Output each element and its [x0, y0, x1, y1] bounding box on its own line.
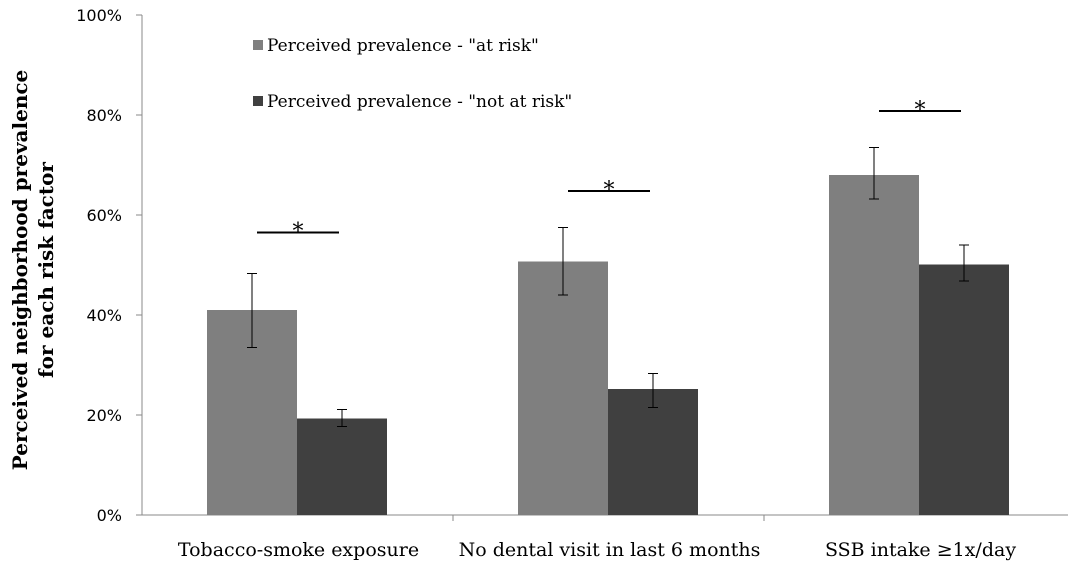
- bar-at-risk: [518, 261, 608, 515]
- bar-not-at-risk: [608, 389, 698, 515]
- y-tick-label: 60%: [86, 206, 122, 225]
- y-tick-label: 100%: [76, 6, 122, 25]
- bar-at-risk: [829, 175, 919, 515]
- legend-label-at-risk: Perceived prevalence - "at risk": [267, 36, 539, 56]
- y-tick-label: 40%: [86, 306, 122, 325]
- x-category-label: Tobacco-smoke exposure: [178, 539, 419, 561]
- legend-swatch-at-risk: [253, 40, 263, 50]
- legend-swatch-not-at-risk: [253, 96, 263, 106]
- significance-marker: *: [604, 178, 615, 203]
- plot-area: 0% 20% 40% 60% 80% 100% * Tobacco-smoke exposur…: [76, 6, 1068, 561]
- x-category-label: SSB intake ≥1x/day: [825, 539, 1016, 561]
- x-category-label: No dental visit in last 6 months: [459, 539, 761, 561]
- significance-marker: *: [915, 98, 926, 123]
- bar-not-at-risk: [297, 418, 387, 515]
- y-axis-title: Perceived neighborhood prevalence for ea…: [8, 70, 58, 471]
- bar-not-at-risk: [919, 264, 1009, 515]
- y-axis-title-line-1: Perceived neighborhood prevalence: [8, 70, 32, 471]
- y-tick-label: 20%: [86, 406, 122, 425]
- y-tick-label: 80%: [86, 106, 122, 125]
- legend: Perceived prevalence - "at risk" Perceiv…: [253, 36, 572, 112]
- y-axis-title-line-2: for each risk factor: [34, 162, 58, 378]
- y-tick-label: 0%: [97, 506, 122, 525]
- significance-marker: *: [293, 220, 304, 245]
- legend-label-not-at-risk: Perceived prevalence - "not at risk": [267, 92, 572, 112]
